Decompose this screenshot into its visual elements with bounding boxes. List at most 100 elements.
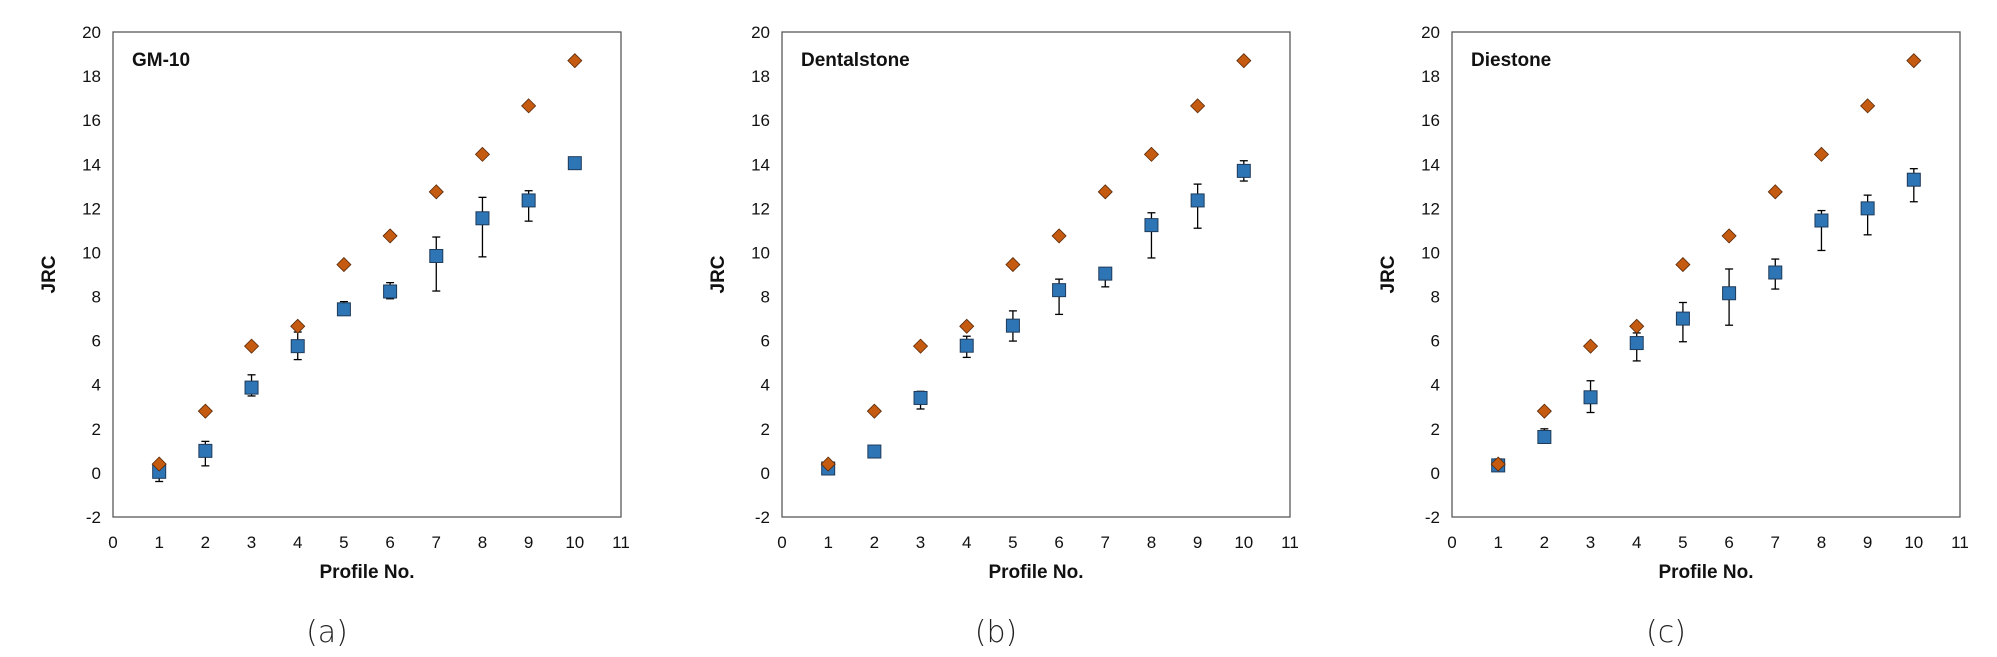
y-tick-label: 14	[1421, 155, 1440, 174]
predicted-point	[912, 338, 929, 354]
y-axis-label: JRC	[39, 255, 60, 293]
y-tick-label: 0	[1431, 464, 1440, 483]
x-tick-label: 8	[1147, 533, 1156, 552]
measured-point	[429, 248, 444, 263]
y-tick-label: 6	[1431, 332, 1440, 351]
x-tick-label: 11	[1281, 533, 1299, 552]
y-tick-label: -2	[755, 508, 770, 527]
predicted-point	[336, 257, 352, 273]
predicted-point	[151, 456, 167, 472]
measured-point	[244, 380, 259, 395]
y-tick-label: 10	[751, 243, 770, 262]
measured-point	[567, 156, 582, 171]
x-tick-label: 2	[1540, 533, 1549, 552]
chart-panel-a: 0 1 2 3 4 5 6 7 8 9 10 11 -2 0 2 4 6 8 10 12 14 16 18 20 Profile…	[0, 0, 660, 657]
x-tick-label: 1	[154, 533, 163, 552]
measured-point	[198, 443, 213, 458]
predicted-point	[1767, 184, 1783, 200]
x-axis-label: Profile No.	[988, 562, 1083, 583]
measured-point	[1537, 429, 1552, 444]
panel-title: Dentalstone	[801, 50, 910, 71]
y-tick-label: 12	[82, 199, 101, 218]
y-axis-label: JRC	[708, 255, 729, 293]
y-tick-label: 6	[92, 332, 101, 351]
measured-point	[1722, 286, 1737, 301]
y-tick-label: 16	[1421, 111, 1440, 130]
chart-c: 0 1 2 3 4 5 6 7 8 9 10 11-202468101214161820Profile…	[1378, 23, 1969, 650]
y-tick-label: 6	[761, 332, 770, 351]
predicted-point	[474, 146, 491, 162]
x-tick-label: 1	[1493, 533, 1502, 552]
chart-a: 0 1 2 3 4 5 6 7 8 9 10 11-202468101214161820Profile…	[39, 23, 630, 650]
x-tick-label: 0	[777, 533, 786, 552]
plot-area	[1451, 31, 1961, 518]
x-tick-label: 7	[1771, 533, 1780, 552]
y-tick-label: 16	[751, 111, 770, 130]
y-tick-label: 0	[92, 464, 101, 483]
measured-point	[1814, 213, 1829, 228]
y-tick-label: 20	[751, 23, 770, 42]
measured-point	[1236, 163, 1251, 178]
y-tick-label: 20	[82, 23, 101, 42]
x-tick-label: 5	[339, 533, 348, 552]
y-axis-label: JRC	[1378, 255, 1399, 293]
y-tick-label: 8	[1431, 288, 1440, 307]
y-tick-label: -2	[86, 508, 101, 527]
y-tick-label: 12	[1421, 199, 1440, 218]
predicted-point	[567, 53, 583, 69]
measured-point	[1052, 283, 1067, 298]
predicted-point	[290, 318, 306, 334]
measured-point	[959, 338, 974, 353]
y-tick-label: 2	[761, 420, 770, 439]
y-tick-label: -2	[1425, 508, 1440, 527]
chart-panel-c: 0 1 2 3 4 5 6 7 8 9 10 11 -2 0 2 4 6 8 10 12 14 16 18 20 Profile…	[1330, 0, 1997, 657]
predicted-point	[1236, 53, 1252, 69]
x-tick-label: 9	[1863, 533, 1872, 552]
measured-point	[1005, 318, 1020, 333]
predicted-point	[1005, 257, 1021, 273]
predicted-point	[1143, 146, 1160, 162]
measured-point	[913, 390, 928, 405]
x-tick-label: 6	[1724, 533, 1733, 552]
panel-caption: (b)	[975, 615, 1017, 650]
measured-point	[1190, 193, 1205, 208]
x-tick-label: 11	[612, 533, 630, 552]
measured-point	[1906, 172, 1921, 187]
y-tick-label: 2	[92, 420, 101, 439]
predicted-point	[1813, 146, 1830, 162]
predicted-point	[1906, 53, 1922, 69]
predicted-point	[1051, 228, 1067, 244]
y-tick-label: 18	[751, 67, 770, 86]
predicted-point	[866, 403, 882, 419]
panel-title: Diestone	[1471, 50, 1551, 71]
y-tick-label: 8	[761, 288, 770, 307]
x-tick-label: 6	[1054, 533, 1063, 552]
measured-point	[1583, 390, 1598, 405]
x-tick-label: 8	[1817, 533, 1826, 552]
measured-point	[1629, 336, 1644, 351]
measured-point	[1144, 218, 1159, 233]
x-tick-label: 11	[1951, 533, 1969, 552]
panel-caption: (c)	[1646, 615, 1686, 650]
y-tick-label: 2	[1431, 420, 1440, 439]
y-tick-label: 14	[751, 155, 770, 174]
x-axis-label: Profile No.	[1658, 562, 1753, 583]
panel-title: GM-10	[132, 50, 190, 71]
predicted-point	[1582, 338, 1599, 354]
y-tick-label: 18	[1421, 67, 1440, 86]
measured-point	[521, 193, 536, 208]
x-tick-label: 3	[916, 533, 925, 552]
x-tick-label: 9	[1193, 533, 1202, 552]
y-tick-label: 12	[751, 199, 770, 218]
x-tick-label: 7	[432, 533, 441, 552]
x-tick-label: 5	[1008, 533, 1017, 552]
x-tick-label: 8	[478, 533, 487, 552]
chart-panel-b: 0 1 2 3 4 5 6 7 8 9 10 11 -2 0 2 4 6 8 10 12 14 16 18 20 Profile…	[660, 0, 1330, 657]
y-tick-label: 4	[92, 376, 101, 395]
plot-area	[781, 31, 1291, 518]
x-tick-label: 3	[247, 533, 256, 552]
x-tick-label: 10	[1904, 533, 1923, 552]
chart-b: 0 1 2 3 4 5 6 7 8 9 10 11-202468101214161820Profile…	[708, 23, 1299, 650]
y-tick-label: 10	[1421, 243, 1440, 262]
plot-area	[112, 31, 622, 518]
